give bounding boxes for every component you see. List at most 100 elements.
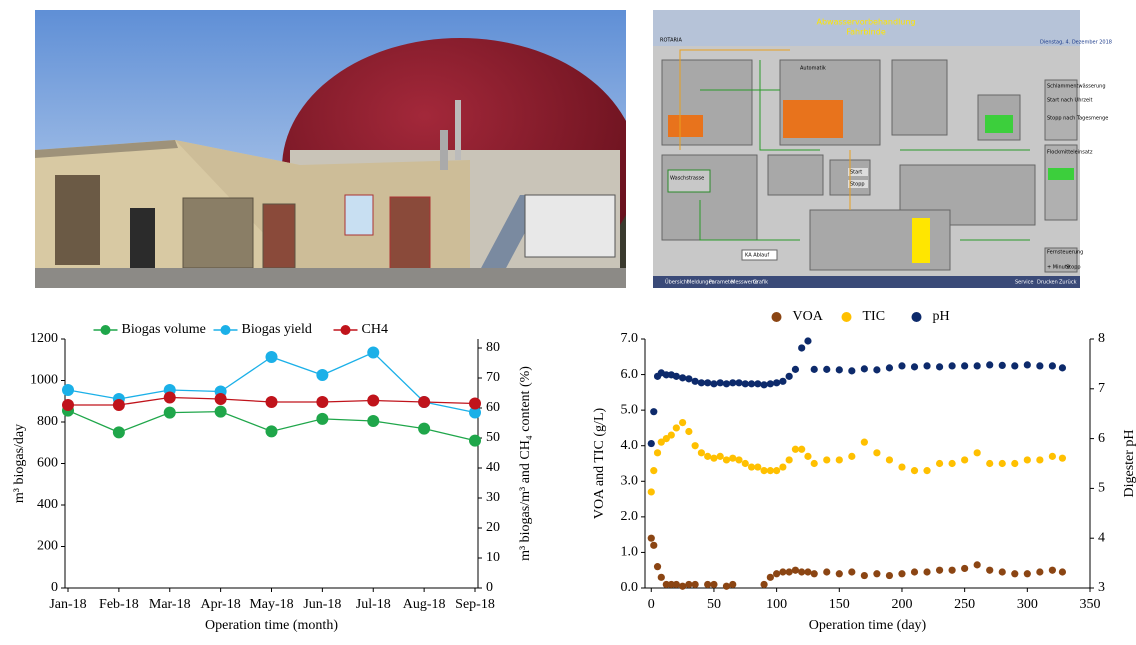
data-point xyxy=(1024,456,1031,463)
data-point xyxy=(936,460,943,467)
y2-tick-label: 40 xyxy=(486,460,500,475)
figure: Abwasservorbehandlung Fahrbinde ROTARIA … xyxy=(0,0,1136,645)
data-point xyxy=(798,568,805,575)
scada-subtitle: Fahrbinde xyxy=(846,28,886,37)
data-point xyxy=(729,455,736,462)
y-tick-label: 600 xyxy=(37,456,58,471)
data-point xyxy=(679,374,686,381)
data-point xyxy=(698,379,705,386)
data-point xyxy=(986,567,993,574)
data-point xyxy=(673,373,680,380)
data-point xyxy=(418,396,430,408)
legend-label: CH4 xyxy=(362,322,388,337)
data-point xyxy=(710,380,717,387)
data-point xyxy=(999,460,1006,467)
menu-item[interactable]: Drucken xyxy=(1037,280,1058,286)
y2-tick-label: 60 xyxy=(486,400,500,415)
data-point xyxy=(648,535,655,542)
data-point xyxy=(798,344,805,351)
scada-button[interactable]: Start nach Uhrzeit xyxy=(1047,98,1093,104)
menu-item[interactable]: Zurück xyxy=(1059,280,1077,286)
legend-label: TIC xyxy=(863,309,886,324)
data-point xyxy=(723,456,730,463)
scada-label: Automatik xyxy=(800,66,826,72)
scada-panel: Fernsteuerung xyxy=(1047,250,1083,256)
data-point xyxy=(62,399,74,411)
menu-item[interactable]: Grafik xyxy=(753,280,768,286)
y-tick-label: 800 xyxy=(37,414,58,429)
data-point xyxy=(469,398,481,410)
y-tick-label: 1.0 xyxy=(621,545,639,560)
data-point xyxy=(679,419,686,426)
data-point xyxy=(961,362,968,369)
data-point xyxy=(798,446,805,453)
legend-label: Biogas yield xyxy=(242,322,312,337)
data-point xyxy=(685,428,692,435)
data-point xyxy=(999,362,1006,369)
y2-tick-label: 80 xyxy=(486,340,500,355)
legend-marker xyxy=(341,325,351,335)
data-point xyxy=(823,568,830,575)
data-point xyxy=(911,568,918,575)
data-point xyxy=(779,463,786,470)
scada-button[interactable]: Start xyxy=(850,170,862,176)
legend-marker xyxy=(772,312,782,322)
y2-tick-label: 8 xyxy=(1098,331,1105,346)
data-point xyxy=(949,567,956,574)
x-tick-label: May-18 xyxy=(249,597,293,612)
data-point xyxy=(650,408,657,415)
data-point xyxy=(848,367,855,374)
data-point xyxy=(1049,362,1056,369)
x-tick-label: 100 xyxy=(766,597,787,612)
y2-axis-label: Digester pH xyxy=(1122,429,1136,497)
legend-label: Biogas volume xyxy=(122,322,206,337)
x-tick-label: Feb-18 xyxy=(99,597,139,612)
data-point xyxy=(367,395,379,407)
data-point xyxy=(779,568,786,575)
data-point xyxy=(898,570,905,577)
y-axis-label: VOA and TIC (g/L) xyxy=(592,407,607,519)
data-point xyxy=(936,363,943,370)
data-point xyxy=(974,449,981,456)
menu-item[interactable]: Übersicht xyxy=(665,279,689,286)
data-point xyxy=(1059,455,1066,462)
scada-logo: ROTARIA xyxy=(660,38,682,44)
data-point xyxy=(729,581,736,588)
data-point xyxy=(710,455,717,462)
y-tick-label: 200 xyxy=(37,539,58,554)
y2-tick-label: 5 xyxy=(1098,481,1105,496)
data-point xyxy=(215,406,227,418)
photo xyxy=(35,10,638,298)
scada-panel: Schlammentwässerung xyxy=(1047,84,1106,90)
x-tick-label: 200 xyxy=(891,597,912,612)
menu-item[interactable]: Service xyxy=(1015,280,1033,286)
x-tick-label: Aug-18 xyxy=(403,597,446,612)
data-point xyxy=(742,460,749,467)
data-point xyxy=(811,366,818,373)
data-point xyxy=(748,463,755,470)
scada-button[interactable]: Stopp nach Tagesmenge xyxy=(1047,116,1108,122)
data-point xyxy=(760,467,767,474)
data-point xyxy=(717,453,724,460)
data-point xyxy=(760,381,767,388)
data-point xyxy=(654,563,661,570)
data-point xyxy=(823,366,830,373)
data-point xyxy=(792,567,799,574)
y2-tick-label: 50 xyxy=(486,430,500,445)
x-tick-label: Sep-18 xyxy=(455,597,495,612)
data-point xyxy=(936,567,943,574)
y2-axis-label: m³ biogas/m³ and CH₄ content (%) xyxy=(518,366,533,561)
data-point xyxy=(786,373,793,380)
data-point xyxy=(873,570,880,577)
data-point xyxy=(804,453,811,460)
x-tick-label: Apr-18 xyxy=(201,597,241,612)
scada-button[interactable]: Stopp xyxy=(1066,265,1081,271)
legend-label: pH xyxy=(933,309,950,324)
data-point xyxy=(773,570,780,577)
data-point xyxy=(164,407,176,419)
data-point xyxy=(668,431,675,438)
y2-tick-label: 4 xyxy=(1098,530,1105,545)
scada-button[interactable]: Stopp xyxy=(850,182,865,188)
data-point xyxy=(1059,364,1066,371)
x-tick-label: 150 xyxy=(829,597,850,612)
